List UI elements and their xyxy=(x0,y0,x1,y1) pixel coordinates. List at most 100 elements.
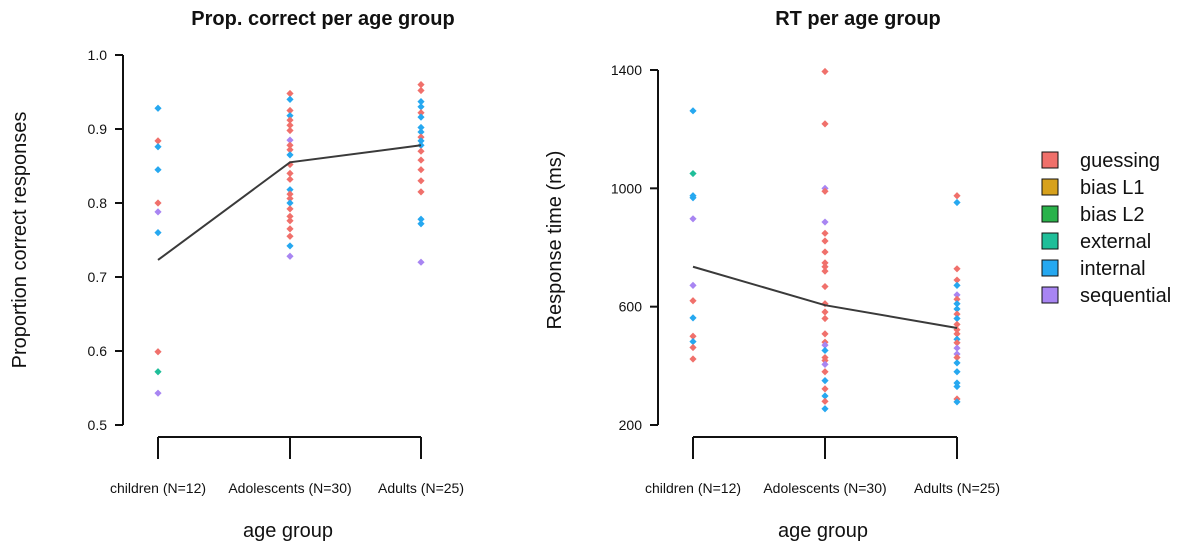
data-point xyxy=(286,126,294,135)
legend-label: external xyxy=(1080,231,1151,253)
data-point xyxy=(821,330,829,338)
data-point xyxy=(953,198,961,207)
data-point xyxy=(821,282,829,291)
data-point xyxy=(286,190,294,198)
data-point xyxy=(154,104,162,112)
y-tick-label: 1400 xyxy=(611,62,642,78)
legend-swatch xyxy=(1041,151,1059,169)
data-point xyxy=(689,215,697,223)
data-point xyxy=(821,187,829,195)
data-point xyxy=(689,314,697,322)
data-point xyxy=(286,252,294,260)
data-point xyxy=(953,368,961,376)
legend-label: internal xyxy=(1080,258,1146,280)
data-point xyxy=(286,136,294,144)
data-point xyxy=(417,86,425,95)
y-tick-label: 600 xyxy=(619,299,643,315)
data-point xyxy=(821,346,829,355)
panel-prop-correct: Prop. correct per age group 0.5 0.6 0.7 0.8 0… xyxy=(9,8,464,542)
data-point xyxy=(154,348,162,356)
data-point xyxy=(821,263,829,271)
legend-swatch xyxy=(1041,286,1059,304)
chart-title: Prop. correct per age group xyxy=(191,8,454,30)
data-point xyxy=(286,141,294,149)
x-tick-label: children (N=12) xyxy=(110,480,206,496)
data-point xyxy=(286,112,294,120)
chart-title: RT per age group xyxy=(775,8,941,30)
data-point xyxy=(286,121,294,129)
data-point xyxy=(953,320,961,329)
y-axis-title: Response time (ms) xyxy=(544,151,566,330)
data-point xyxy=(689,355,697,363)
data-point xyxy=(821,67,829,76)
data-point xyxy=(953,291,961,299)
data-point xyxy=(286,116,294,124)
data-point xyxy=(417,166,425,174)
x-tick-label: children (N=12) xyxy=(645,480,741,496)
data-point xyxy=(286,225,294,233)
data-point xyxy=(953,314,961,323)
data-point xyxy=(417,156,425,164)
data-point xyxy=(821,248,829,256)
data-point xyxy=(821,397,829,405)
data-point xyxy=(286,89,294,98)
data-point xyxy=(953,265,961,273)
data-point xyxy=(821,356,829,365)
data-point xyxy=(953,295,961,303)
x-tick-label: Adolescents (N=30) xyxy=(228,480,351,496)
y-tick-label: 200 xyxy=(619,417,643,433)
data-point xyxy=(689,337,697,346)
data-point xyxy=(953,192,961,200)
data-point xyxy=(689,107,697,115)
legend-swatch xyxy=(1041,178,1059,196)
legend-label: guessing xyxy=(1080,150,1160,172)
data-point xyxy=(953,300,961,308)
data-point xyxy=(821,314,829,323)
data-point xyxy=(417,215,425,223)
data-point xyxy=(286,95,294,103)
data-point xyxy=(154,229,162,237)
legend-swatch xyxy=(1041,232,1059,250)
data-point xyxy=(286,232,294,240)
data-point xyxy=(417,128,425,136)
mean-line xyxy=(692,265,958,329)
data-point xyxy=(154,137,162,145)
data-point xyxy=(953,310,961,318)
data-point xyxy=(417,133,425,141)
y-tick-label: 0.6 xyxy=(88,343,108,359)
legend-swatch xyxy=(1041,205,1059,223)
data-point xyxy=(417,98,425,106)
data-point xyxy=(154,368,162,376)
data-point xyxy=(417,109,425,117)
data-point xyxy=(953,281,961,289)
data-point xyxy=(286,169,294,177)
data-point xyxy=(953,382,961,391)
data-point xyxy=(953,398,961,406)
data-point xyxy=(953,344,961,352)
data-point xyxy=(689,332,697,340)
mean-line xyxy=(157,144,422,261)
data-point xyxy=(821,237,829,245)
data-point xyxy=(417,258,425,266)
y-tick-label: 1.0 xyxy=(88,47,108,63)
data-point xyxy=(821,218,829,226)
data-point xyxy=(953,330,961,338)
data-point xyxy=(821,229,829,237)
legend-label: bias L1 xyxy=(1080,177,1145,199)
y-tick-label: 1000 xyxy=(611,180,642,196)
data-point xyxy=(821,392,829,400)
data-point xyxy=(417,147,425,155)
data-point xyxy=(154,208,162,216)
data-point xyxy=(821,368,829,376)
x-tick-label: Adolescents (N=30) xyxy=(763,480,886,496)
data-point xyxy=(417,81,425,89)
x-tick-label: Adults (N=25) xyxy=(914,480,1000,496)
data-point xyxy=(286,199,294,207)
data-point xyxy=(953,359,961,367)
x-axis-title: age group xyxy=(778,520,868,542)
data-point xyxy=(286,186,294,194)
data-point xyxy=(286,205,294,213)
data-point xyxy=(821,385,829,393)
